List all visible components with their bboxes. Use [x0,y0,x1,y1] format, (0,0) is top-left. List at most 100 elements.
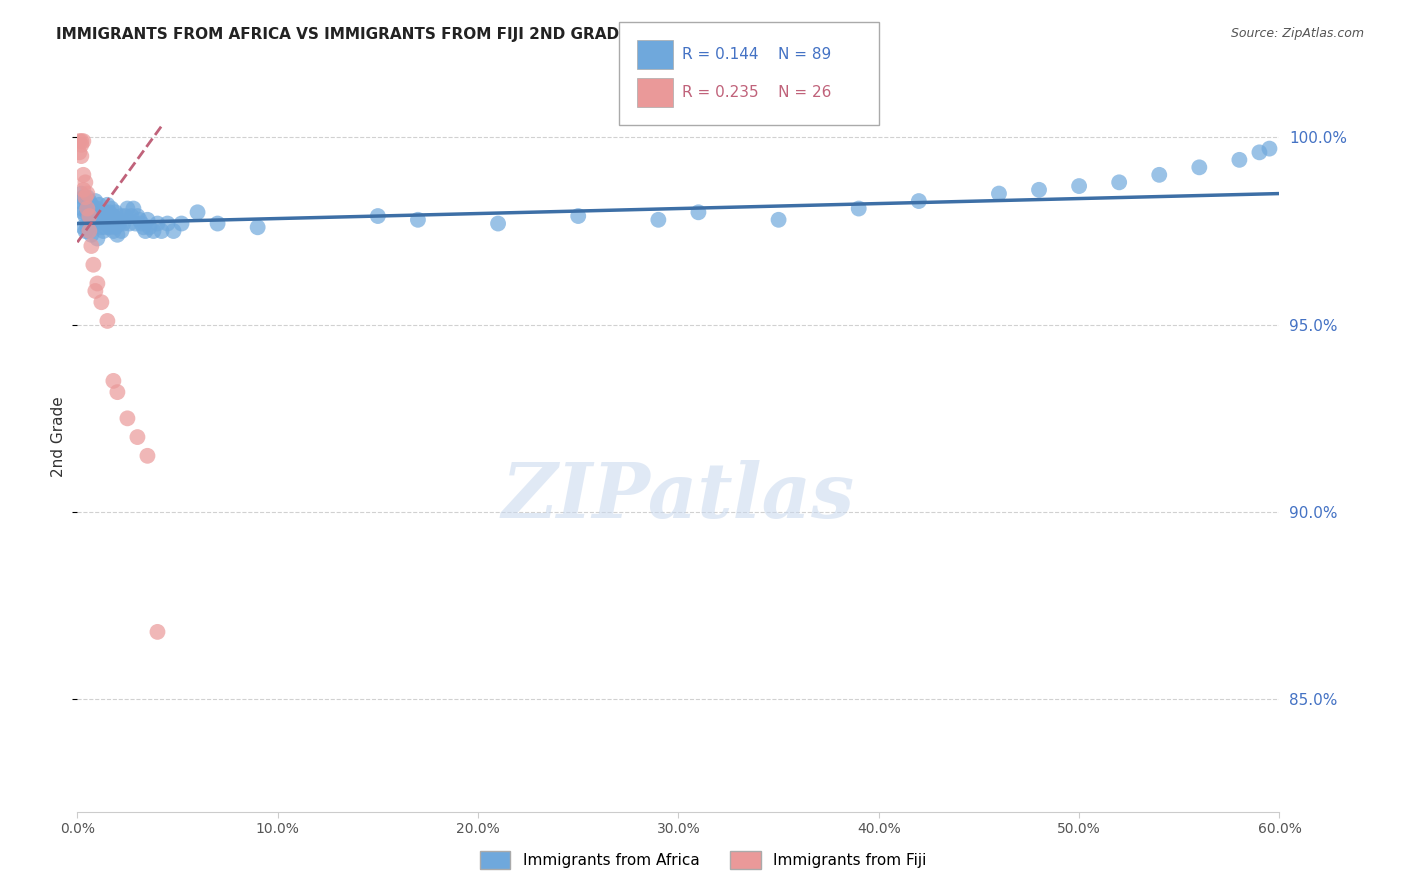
Point [110,209,132,223]
Point [94,220,117,235]
Text: ZIPatlas: ZIPatlas [502,460,855,534]
Point [79,224,101,238]
Point [72,134,94,148]
Point [908,194,931,208]
Point [246,220,269,235]
Point [82,217,104,231]
Point [90,205,112,219]
Point [1069,179,1091,194]
Point [67,134,90,148]
Point [80,227,103,242]
Point [98,220,121,235]
Point [114,209,136,223]
Point [76,202,98,216]
Point [82,258,104,272]
Point [122,202,145,216]
Point [127,430,149,444]
Point [93,209,115,223]
Point [136,449,159,463]
Point [96,212,118,227]
Point [207,217,229,231]
Point [132,220,155,235]
Point [647,212,669,227]
Legend: Immigrants from Africa, Immigrants from Fiji: Immigrants from Africa, Immigrants from … [474,845,932,875]
Point [70,149,93,163]
Point [70,134,93,148]
Point [76,186,98,201]
Point [162,224,184,238]
Point [768,212,790,227]
Point [120,209,142,223]
Point [90,295,112,310]
Text: Source: ZipAtlas.com: Source: ZipAtlas.com [1230,27,1364,40]
Point [103,224,125,238]
Point [128,212,150,227]
Point [107,227,129,242]
Point [1188,161,1211,175]
Point [170,217,193,231]
Point [688,205,710,219]
Point [1149,168,1171,182]
Point [72,168,94,182]
Point [136,212,159,227]
Point [79,209,101,223]
Point [94,205,117,219]
Point [486,217,509,231]
Point [567,209,589,223]
Point [67,194,90,208]
Point [86,231,108,245]
Point [70,137,93,152]
Point [75,175,97,189]
Point [89,198,111,212]
Point [84,209,107,223]
Point [80,239,103,253]
Point [150,224,173,238]
Point [1108,175,1130,189]
Point [367,209,389,223]
Point [108,217,131,231]
Text: IMMIGRANTS FROM AFRICA VS IMMIGRANTS FROM FIJI 2ND GRADE CORRELATION CHART: IMMIGRANTS FROM AFRICA VS IMMIGRANTS FRO… [56,27,818,42]
Point [82,202,104,216]
Point [107,385,129,400]
Point [112,217,135,231]
Point [75,190,97,204]
Point [79,224,101,238]
Point [104,220,127,235]
Point [86,217,108,231]
Point [79,209,101,223]
Point [1229,153,1251,167]
Text: R = 0.144    N = 89: R = 0.144 N = 89 [682,47,831,62]
Point [988,186,1011,201]
Point [186,205,209,219]
Point [84,194,107,208]
Point [142,224,165,238]
Point [100,217,122,231]
Point [67,145,90,160]
Point [76,190,98,204]
Point [84,284,107,298]
Point [127,209,149,223]
Point [72,190,94,204]
Y-axis label: 2nd Grade: 2nd Grade [51,397,66,477]
Point [100,202,122,216]
Point [146,217,169,231]
Point [1249,145,1271,160]
Point [80,212,103,227]
Point [72,183,94,197]
Point [76,220,98,235]
Point [156,217,179,231]
Point [70,202,93,216]
Text: R = 0.235    N = 26: R = 0.235 N = 26 [682,86,831,100]
Point [146,624,169,639]
Point [75,209,97,223]
Point [72,220,94,235]
Point [1258,142,1281,156]
Point [98,205,121,219]
Point [117,411,139,425]
Point [75,194,97,208]
Point [93,224,115,238]
Point [1028,183,1050,197]
Point [131,217,153,231]
Point [848,202,870,216]
Point [89,212,111,227]
